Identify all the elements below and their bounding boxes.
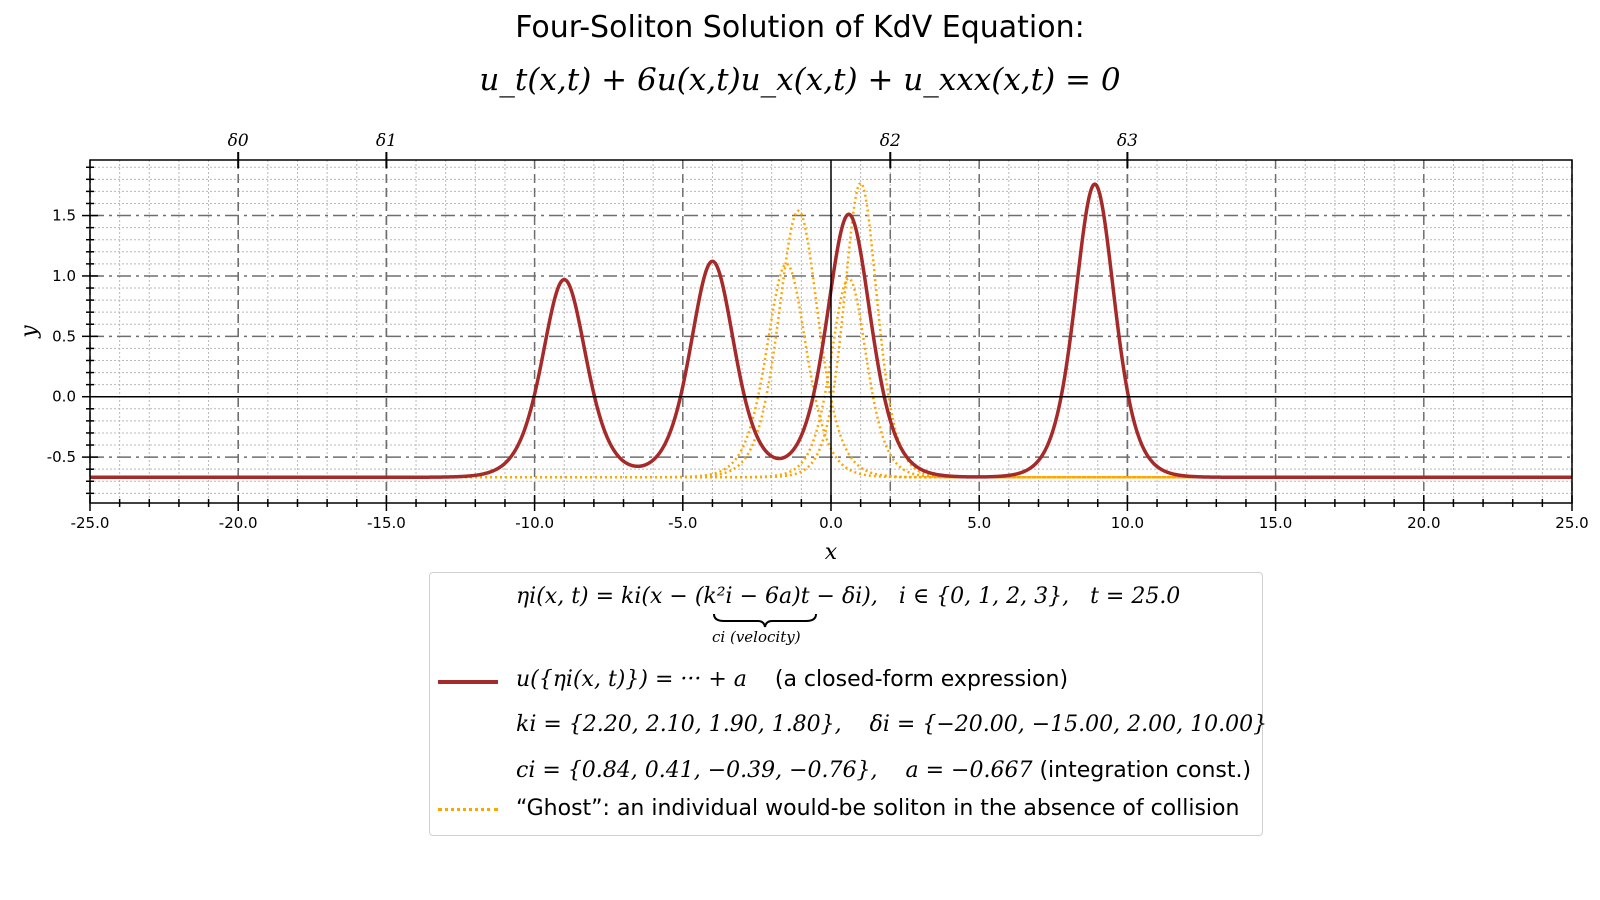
legend-swatch-solution [438, 680, 498, 684]
a-value: a = −0.667 [905, 758, 1033, 783]
delta-tick-label: δ2 [880, 131, 901, 151]
x-tick-label: -5.0 [668, 514, 697, 532]
eta-time: t = 25.0 [1090, 584, 1181, 609]
y-tick-label: 1.5 [52, 207, 76, 225]
delta-tick-label: δ3 [1117, 131, 1138, 151]
solution-note: (a closed-form expression) [774, 667, 1069, 692]
chart-title: Four-Soliton Solution of KdV Equation: [515, 10, 1085, 45]
x-tick-label: 25.0 [1555, 514, 1588, 532]
eta-index-set: i ∈ {0, 1, 2, 3}, [898, 584, 1070, 609]
legend-eta-definition: ηi(x, t) = ki(x − (k²i − 6a)t − δi), i ∈… [516, 584, 1180, 609]
delta-tick-label: δ1 [376, 131, 397, 151]
eta-velocity-term: (k²i − 6a) [694, 584, 801, 609]
legend-solution-entry: u({ηi(x, t)}) = ··· + a (a closed-form e… [516, 667, 1068, 692]
y-tick-label: 0.5 [52, 327, 76, 345]
eta-rhs: t − δi), [800, 584, 878, 609]
y-axis-label: y [17, 325, 42, 339]
x-tick-label: 10.0 [1111, 514, 1144, 532]
x-axis-label: x [825, 540, 838, 565]
y-tick-label: 0.0 [52, 388, 76, 406]
delta-values: δi = {−20.00, −15.00, 2.00, 10.00} [869, 712, 1268, 737]
x-tick-label: -10.0 [515, 514, 554, 532]
x-tick-label: 0.0 [819, 514, 843, 532]
x-tick-label: -20.0 [219, 514, 258, 532]
underbrace-icon [713, 613, 817, 628]
k-values: ki = {2.20, 2.10, 1.90, 1.80}, [516, 712, 842, 737]
equation-title: u_t(x,t) + 6u(x,t)u_x(x,t) + u_xxx(x,t) … [479, 62, 1121, 98]
c-values: ci = {0.84, 0.41, −0.39, −0.76}, [516, 758, 878, 783]
x-tick-label: -25.0 [71, 514, 110, 532]
x-tick-label: 20.0 [1407, 514, 1440, 532]
delta-tick-label: δ0 [228, 131, 249, 151]
legend-ghost-entry: “Ghost”: an individual would-be soliton … [516, 796, 1240, 821]
underbrace-label: ci (velocity) [712, 628, 801, 646]
y-tick-label: -0.5 [47, 448, 76, 466]
a-note: (integration const.) [1039, 758, 1252, 783]
legend-parameters-k-delta: ki = {2.20, 2.10, 1.90, 1.80}, δi = {−20… [516, 712, 1267, 737]
eta-lhs: ηi(x, t) = ki(x − [516, 584, 695, 609]
legend-parameters-c-a: ci = {0.84, 0.41, −0.39, −0.76}, a = −0.… [516, 758, 1251, 783]
x-tick-label: -15.0 [367, 514, 406, 532]
y-tick-label: 1.0 [52, 267, 76, 285]
x-tick-label: 5.0 [967, 514, 991, 532]
solution-formula: u({ηi(x, t)}) = ··· + a [516, 667, 747, 692]
x-tick-label: 15.0 [1259, 514, 1292, 532]
legend-swatch-ghost [438, 808, 498, 811]
legend [429, 572, 1263, 836]
